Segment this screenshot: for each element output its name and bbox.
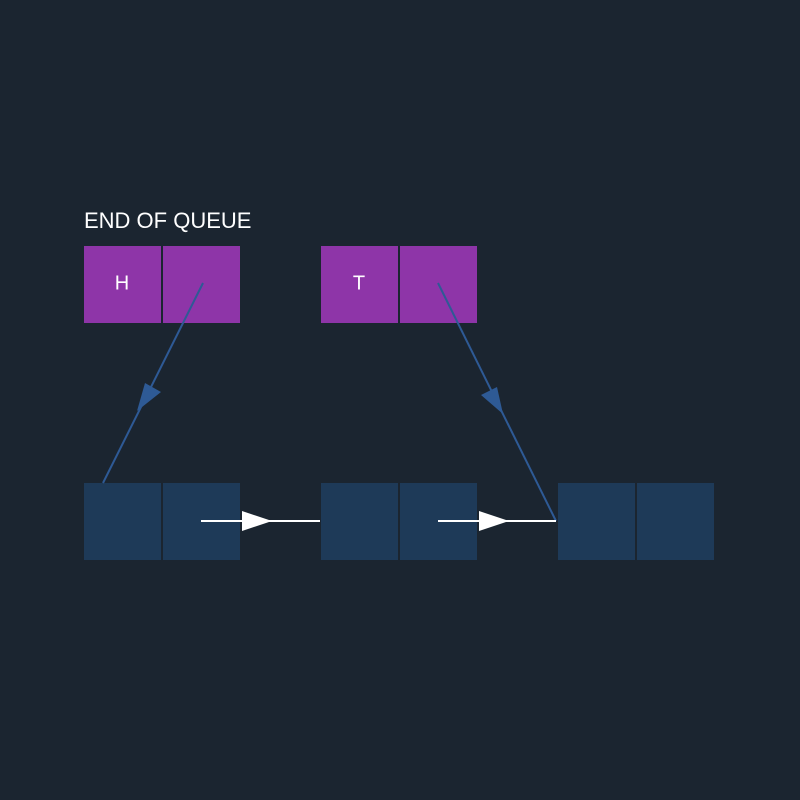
head-label: H [115, 272, 129, 294]
arrowhead [481, 387, 503, 414]
head-label-cell [84, 246, 161, 323]
head-arrow [102, 282, 204, 484]
diagram-title: END OF QUEUE [84, 208, 251, 233]
arrowhead [479, 511, 509, 531]
tail-label: T [353, 272, 365, 294]
arrowhead [242, 511, 272, 531]
arrowhead [137, 383, 161, 411]
node-data-cell [84, 483, 161, 560]
node-data-cell [558, 483, 635, 560]
node-next-cell [637, 483, 714, 560]
node-data-cell [321, 483, 398, 560]
tail-label-cell [321, 246, 398, 323]
